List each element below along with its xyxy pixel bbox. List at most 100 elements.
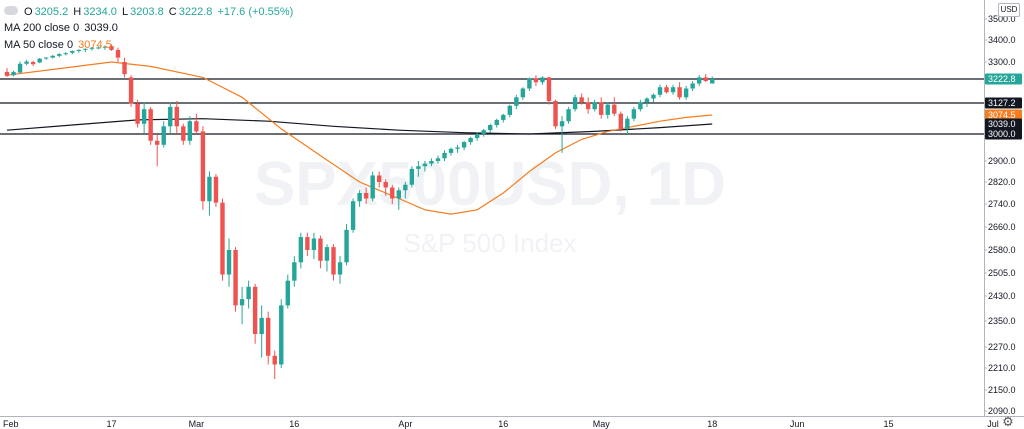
candle: [298, 232, 304, 269]
y-tick-label: 2090.0: [988, 406, 1016, 416]
candle-body: [122, 62, 127, 75]
candle: [474, 132, 480, 141]
price-badge: [985, 73, 1022, 85]
y-tick-label: 2505.0: [988, 268, 1016, 278]
candle: [651, 93, 656, 103]
candle: [24, 59, 29, 66]
candle: [161, 121, 166, 148]
high-value: 3234.0: [83, 6, 117, 18]
candle: [625, 116, 630, 134]
gear-icon[interactable]: ⚙: [1002, 414, 1014, 429]
candle-body: [703, 77, 708, 81]
candle: [141, 102, 147, 134]
candle: [37, 58, 42, 64]
candle-body: [566, 109, 571, 122]
candle: [455, 144, 460, 153]
candle: [710, 76, 715, 84]
candle: [76, 49, 82, 53]
candle: [638, 99, 643, 112]
candle-body: [292, 262, 297, 281]
y-tick-label: 3500.0: [988, 14, 1016, 24]
candle-body: [187, 121, 193, 141]
candle: [377, 171, 382, 188]
candle-body: [416, 166, 421, 169]
candle-body: [396, 190, 401, 199]
candle-body: [102, 46, 108, 48]
candle: [566, 106, 571, 124]
y-tick-label: 2350.0: [988, 316, 1016, 326]
candle-body: [318, 238, 323, 261]
candle-body: [285, 280, 290, 306]
candle: [357, 190, 362, 207]
candle: [174, 101, 179, 134]
candle-body: [331, 247, 336, 275]
y-tick-label: 3300.0: [988, 57, 1016, 67]
candle-body: [194, 121, 199, 132]
candle: [572, 94, 578, 112]
candle-body: [664, 87, 669, 93]
price-badge: [985, 97, 1022, 109]
candle-body: [533, 78, 539, 83]
x-tick-label: 17: [106, 419, 116, 429]
candle: [383, 179, 388, 196]
y-tick-label: 2150.0: [988, 385, 1016, 395]
price-badge: [985, 128, 1022, 140]
ma200-value: 3039.0: [84, 22, 118, 34]
ma50-legend[interactable]: MA 50 close 0 3074.5: [4, 39, 114, 51]
candle: [494, 118, 499, 128]
candle: [337, 256, 343, 284]
candle: [612, 97, 617, 117]
candle-body: [57, 54, 62, 56]
currency-button[interactable]: USD: [998, 3, 1020, 17]
candle-body: [128, 77, 134, 104]
candle: [579, 93, 584, 105]
candle: [70, 50, 75, 55]
candle-body: [305, 237, 310, 250]
candle: [154, 134, 160, 167]
candle-body: [455, 147, 460, 149]
candle: [540, 76, 545, 85]
candle-body: [553, 101, 558, 127]
candle: [324, 244, 330, 272]
candle: [546, 76, 552, 105]
candle-body: [272, 355, 277, 365]
candle-body: [50, 55, 55, 58]
candle-body: [298, 237, 304, 263]
candle-body: [429, 161, 434, 164]
candle: [63, 52, 68, 56]
ma50-label: MA 50 close 0: [4, 39, 74, 51]
candle-body: [168, 106, 173, 127]
candle: [50, 54, 55, 59]
candle-body: [435, 158, 441, 161]
candle: [468, 136, 473, 145]
ohlc-legend: O 3205.2 H 3234.0 L 3203.8 C 3222.8 +17.6 (+…: [24, 6, 295, 18]
change-value: +17.6 (+0.55%): [217, 6, 294, 18]
candle: [318, 235, 323, 269]
candle-body: [76, 49, 82, 51]
candle-body: [403, 184, 408, 191]
candle: [520, 87, 526, 100]
high-label: H: [73, 6, 82, 18]
candle: [396, 187, 401, 210]
candle: [30, 60, 36, 66]
candle-body: [239, 299, 245, 306]
candle-body: [422, 163, 428, 167]
y-axis[interactable]: 3500.0 3400.0 3300.0 2900.0 2820.0 2740.0 2660…: [984, 14, 1016, 416]
candle: [670, 84, 676, 95]
symbol-menu-icon[interactable]: [4, 6, 18, 15]
price-badge-label: 3127.2: [988, 98, 1016, 108]
x-axis[interactable]: Feb17Mar16Apr16May18Jun15Jul20Aug17Sep15: [3, 419, 1024, 429]
candle: [102, 45, 108, 50]
x-tick-label: Apr: [398, 419, 412, 429]
y-tick-label: 2580.0: [988, 245, 1016, 255]
ma200-legend[interactable]: MA 200 close 0 3039.0: [4, 22, 120, 34]
candle-body: [677, 87, 682, 98]
candle: [285, 274, 290, 309]
candle-body: [207, 176, 212, 202]
x-tick-label: 16: [289, 419, 299, 429]
candle: [109, 44, 114, 51]
candle-body: [259, 317, 264, 334]
candle: [11, 70, 16, 77]
